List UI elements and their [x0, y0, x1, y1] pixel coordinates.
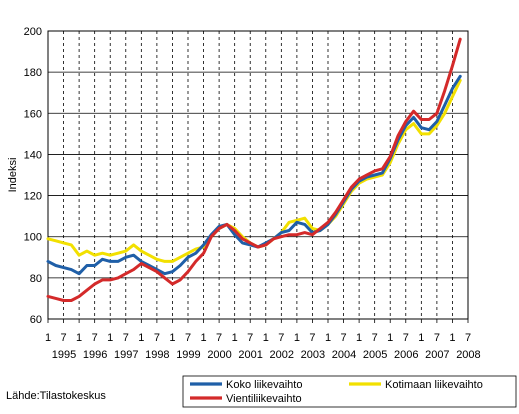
x-year-label: 1995 [52, 349, 76, 361]
x-tick-month-label: 7 [247, 332, 253, 344]
legend-label-vienti: Vientiliikevaihto [226, 393, 302, 405]
x-tick-month-label: 1 [263, 332, 269, 344]
y-tick-label: 120 [24, 191, 42, 203]
x-tick-month-label: 1 [356, 332, 362, 344]
x-tick-month-label: 7 [372, 332, 378, 344]
x-tick-month-label: 7 [434, 332, 440, 344]
legend-label-kotimaan: Kotimaan liikevaihto [385, 379, 483, 391]
y-tick-label: 100 [24, 232, 42, 244]
x-tick-month-label: 1 [138, 332, 144, 344]
y-axis-label: Indeksi [7, 158, 19, 193]
x-tick-month-label: 1 [449, 332, 455, 344]
x-year-label: 2000 [207, 349, 231, 361]
y-tick-label: 140 [24, 149, 42, 161]
x-tick-month-label: 1 [200, 332, 206, 344]
x-year-label: 2008 [456, 349, 480, 361]
x-tick-month-label: 7 [154, 332, 160, 344]
grid-lines [48, 31, 469, 319]
x-tick-month-label: 7 [60, 332, 66, 344]
x-tick-month-label: 7 [403, 332, 409, 344]
y-tick-label: 180 [24, 67, 42, 79]
x-tick-month-label: 1 [76, 332, 82, 344]
x-year-label: 2001 [238, 349, 262, 361]
x-tick-month-label: 7 [123, 332, 129, 344]
x-tick-month-label: 7 [465, 332, 471, 344]
x-year-label: 2004 [332, 349, 356, 361]
series-lines [46, 37, 462, 302]
x-tick-month-label: 1 [169, 332, 175, 344]
x-tick-month-label: 7 [185, 332, 191, 344]
y-tick-label: 200 [24, 26, 42, 38]
x-tick-month-label: 1 [387, 332, 393, 344]
legend-label-koko: Koko liikevaihto [226, 379, 302, 391]
x-tick-month-label: 1 [294, 332, 300, 344]
x-year-label: 2005 [363, 349, 387, 361]
x-year-label: 2006 [394, 349, 418, 361]
legend: Koko liikevaihto Kotimaan liikevaihto Vi… [182, 375, 517, 408]
plot-area-frame [47, 30, 469, 320]
x-tick-month-label: 1 [232, 332, 238, 344]
x-tick-month-label: 1 [107, 332, 113, 344]
source-text: Lähde:Tilastokeskus [6, 390, 106, 402]
y-tick-label: 80 [30, 273, 42, 285]
x-year-label: 2007 [425, 349, 449, 361]
x-tick-month-label: 7 [92, 332, 98, 344]
x-year-label: 2003 [301, 349, 325, 361]
x-tick-month-label: 7 [216, 332, 222, 344]
x-tick-month-label: 1 [45, 332, 51, 344]
series-line-2 [46, 37, 462, 302]
legend-box [182, 375, 517, 408]
x-year-label: 1997 [114, 349, 138, 361]
x-tick-month-label: 7 [309, 332, 315, 344]
x-tick-month-label: 7 [278, 332, 284, 344]
x-year-label: 1998 [145, 349, 169, 361]
y-tick-label: 160 [24, 108, 42, 120]
x-year-label: 2002 [270, 349, 294, 361]
x-tick-month-label: 1 [418, 332, 424, 344]
x-tick-month-label: 7 [340, 332, 346, 344]
x-year-label: 1996 [83, 349, 107, 361]
x-tick-month-label: 1 [325, 332, 331, 344]
y-axis-ticks: 60 80 100 120 140 160 180 200 [24, 26, 42, 326]
x-year-label: 1999 [176, 349, 200, 361]
y-tick-label: 60 [30, 314, 42, 326]
